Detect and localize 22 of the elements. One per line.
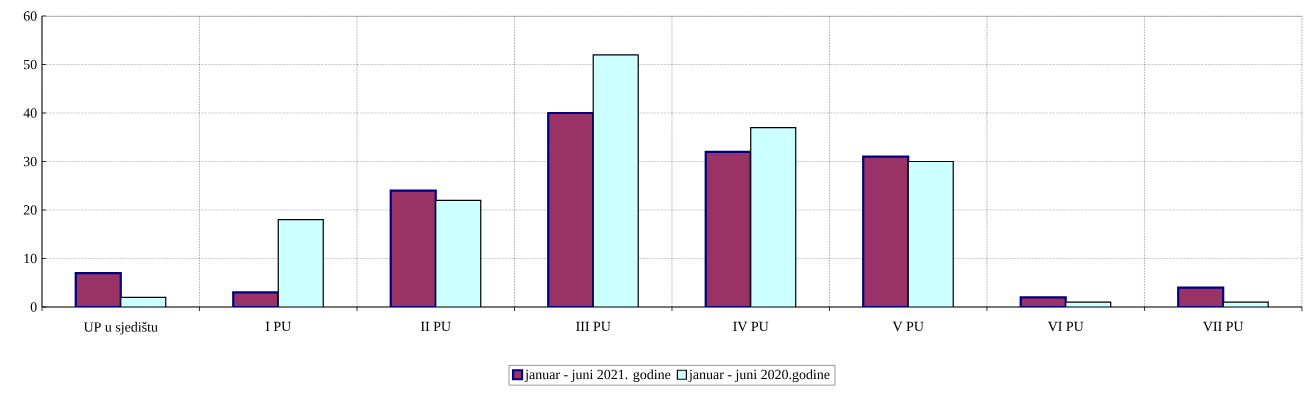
y-tick-label: 0: [30, 302, 37, 312]
x-tick-label: III PU: [576, 321, 611, 332]
x-tick-label: I PU: [265, 321, 291, 332]
x-tick-label: VII PU: [1203, 321, 1244, 332]
x-tick-label: V PU: [892, 321, 924, 332]
bar: [704, 150, 752, 307]
x-tick-label: UP u sjedištu: [83, 321, 158, 335]
bar: [862, 155, 910, 307]
legend-label: januar - juni 2020.godine: [688, 369, 830, 383]
y-tick-label: 50: [24, 59, 37, 70]
legend-label: januar - juni 2021. godine: [524, 369, 671, 383]
x-tick-label: IV PU: [733, 321, 769, 332]
y-tick-label: 40: [23, 108, 37, 118]
x-tick-label: II PU: [420, 321, 451, 332]
bar: [74, 271, 122, 307]
bar: [547, 111, 595, 307]
y-tick-label: 20: [23, 205, 37, 215]
y-tick-label: 30: [23, 156, 37, 167]
x-tick-label: VI PU: [1047, 321, 1084, 332]
bar: [389, 189, 437, 307]
y-tick-label: 10: [24, 253, 37, 264]
y-tick-label: 60: [23, 11, 37, 21]
